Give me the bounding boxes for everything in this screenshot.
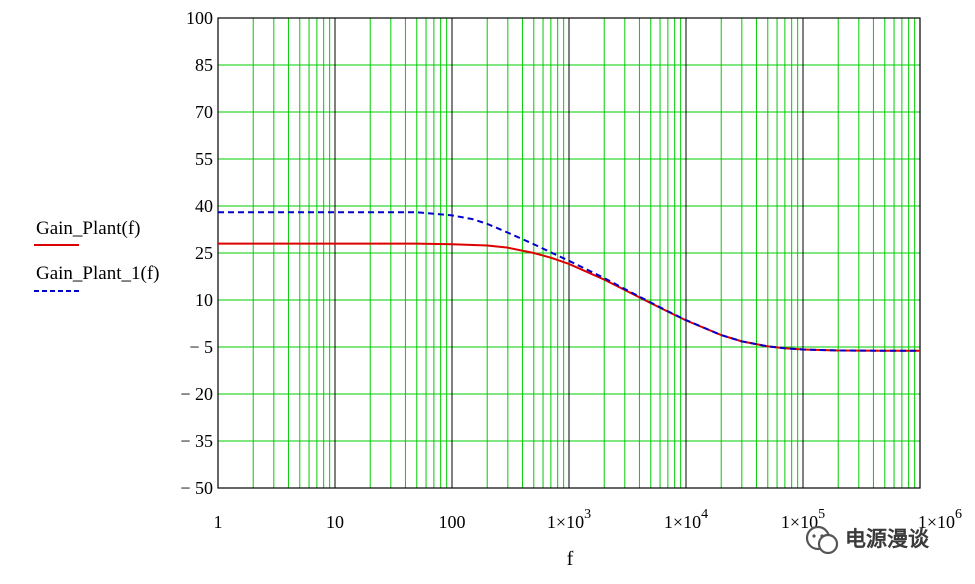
y-tick-label: 25 — [195, 243, 213, 263]
y-tick-label: 10 — [195, 290, 213, 310]
x-axis-label: f — [567, 548, 574, 570]
wechat-icon — [805, 525, 839, 555]
y-tick-label: − 50 — [180, 478, 213, 498]
plot-frame — [217, 17, 921, 489]
watermark-text: 电源漫谈 — [845, 527, 930, 551]
y-tick-label: − 5 — [189, 337, 213, 357]
series-line-2 — [218, 211, 920, 352]
x-tick-label: 1×103 — [547, 507, 591, 532]
y-tick-label: 85 — [195, 55, 213, 75]
grid — [217, 17, 921, 489]
x-tick-labels: 1 10 100 1×103 1×104 1×105 1×106 — [214, 507, 963, 532]
legend-label-series-2: Gain_Plant_1(f) — [36, 263, 159, 284]
x-tick-label: 1 — [214, 512, 223, 532]
legend-label-series-1: Gain_Plant(f) — [36, 218, 140, 239]
x-tick-label: 1×106 — [918, 507, 962, 532]
x-tick-label: 10 — [326, 512, 344, 532]
x-tick-label: 100 — [439, 512, 466, 532]
series-layer — [218, 211, 920, 352]
y-tick-label: 100 — [186, 8, 213, 28]
y-tick-label: − 20 — [180, 384, 213, 404]
watermark: 电源漫谈 — [805, 525, 930, 555]
y-tick-labels: 100 85 70 55 40 25 10 − 5 − 20 − 35 − 50 — [180, 8, 213, 498]
x-tick-label: 1×105 — [781, 507, 825, 532]
y-tick-label: 55 — [195, 149, 213, 169]
x-tick-label: 1×104 — [664, 507, 708, 532]
y-tick-label: 40 — [195, 196, 213, 216]
legend: Gain_Plant(f) Gain_Plant_1(f) — [34, 218, 159, 292]
y-tick-label: 70 — [195, 102, 213, 122]
y-tick-label: − 35 — [180, 431, 213, 451]
